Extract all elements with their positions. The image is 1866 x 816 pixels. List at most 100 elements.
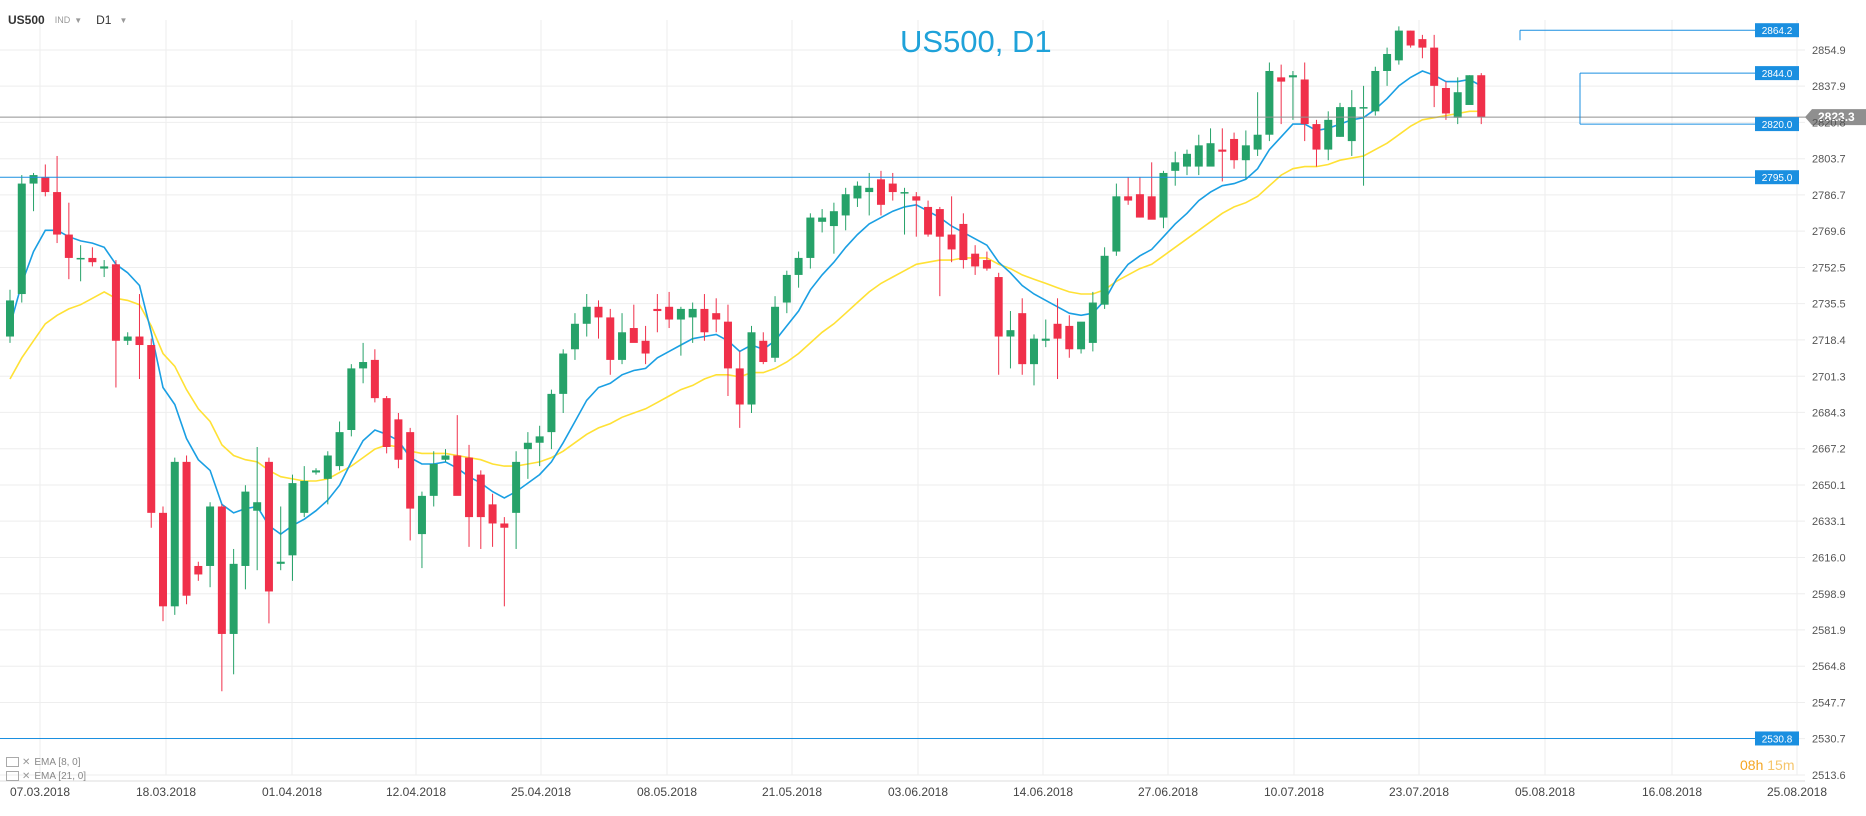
candle[interactable]	[406, 427, 415, 541]
candle[interactable]	[64, 202, 73, 280]
candle[interactable]	[1171, 151, 1180, 186]
close-icon[interactable]: ✕	[22, 771, 31, 782]
candle[interactable]	[1347, 90, 1356, 156]
candle[interactable]	[476, 470, 485, 549]
candle[interactable]	[1018, 298, 1027, 375]
candle[interactable]	[547, 389, 556, 450]
candle[interactable]	[1112, 183, 1121, 256]
candle[interactable]	[1159, 170, 1168, 229]
candle[interactable]	[971, 245, 980, 275]
candle[interactable]	[312, 468, 321, 475]
candle[interactable]	[394, 413, 403, 469]
candle[interactable]	[947, 196, 956, 263]
candle[interactable]	[1453, 77, 1462, 125]
candle[interactable]	[1100, 247, 1109, 309]
candle[interactable]	[41, 164, 50, 197]
candle[interactable]	[1406, 30, 1415, 48]
candle[interactable]	[359, 342, 368, 384]
candle[interactable]	[876, 170, 885, 216]
candle[interactable]	[159, 506, 168, 622]
candle[interactable]	[1230, 132, 1239, 169]
candle[interactable]	[747, 325, 756, 414]
candle[interactable]	[1135, 177, 1144, 218]
candle[interactable]	[959, 213, 968, 269]
candle[interactable]	[76, 245, 85, 282]
candle[interactable]	[488, 493, 497, 547]
candle[interactable]	[606, 308, 615, 375]
close-icon[interactable]: ✕	[22, 757, 31, 768]
timeframe-label[interactable]: D1	[96, 13, 112, 27]
candle[interactable]	[288, 474, 297, 581]
candle[interactable]	[735, 351, 744, 428]
candle[interactable]	[794, 251, 803, 288]
candle[interactable]	[641, 325, 650, 365]
candle[interactable]	[806, 213, 815, 269]
candle[interactable]	[818, 209, 827, 233]
candle[interactable]	[1277, 64, 1286, 125]
candle[interactable]	[382, 396, 391, 454]
candle[interactable]	[912, 192, 921, 237]
candle[interactable]	[111, 260, 120, 388]
candle[interactable]	[135, 294, 144, 380]
candle[interactable]	[1218, 128, 1227, 182]
candle[interactable]	[853, 181, 862, 207]
candle[interactable]	[594, 300, 603, 339]
indicator-settings-icon[interactable]	[6, 757, 19, 768]
candle[interactable]	[688, 302, 697, 343]
candle[interactable]	[347, 364, 356, 437]
candle[interactable]	[829, 202, 838, 254]
candle[interactable]	[206, 502, 215, 588]
candle[interactable]	[1147, 162, 1156, 220]
candle[interactable]	[1383, 47, 1392, 86]
candle[interactable]	[1430, 34, 1439, 108]
candle[interactable]	[618, 313, 627, 365]
candle[interactable]	[771, 296, 780, 363]
candle[interactable]	[429, 451, 438, 507]
candle[interactable]	[1006, 311, 1015, 369]
candle[interactable]	[500, 517, 509, 607]
candle[interactable]	[370, 349, 379, 403]
candle[interactable]	[88, 247, 97, 267]
candle[interactable]	[1477, 73, 1486, 125]
candle[interactable]	[1041, 319, 1050, 348]
candle[interactable]	[1183, 149, 1191, 176]
candle[interactable]	[1194, 134, 1203, 176]
candle[interactable]	[1465, 75, 1474, 105]
candle[interactable]	[1053, 298, 1062, 380]
candle[interactable]	[1312, 119, 1321, 167]
candle[interactable]	[723, 304, 732, 397]
candle[interactable]	[229, 548, 238, 675]
candle[interactable]	[194, 561, 203, 581]
candle[interactable]	[994, 272, 1003, 375]
candle[interactable]	[29, 172, 38, 212]
candle[interactable]	[1441, 81, 1450, 120]
candle[interactable]	[276, 506, 285, 571]
candle[interactable]	[1241, 130, 1250, 180]
indicator-legend-ema-8[interactable]: ✕ EMA [8, 0]	[6, 757, 81, 768]
candle[interactable]	[182, 455, 191, 605]
candle[interactable]	[100, 260, 109, 278]
indicator-settings-icon[interactable]	[6, 771, 19, 782]
candle[interactable]	[147, 338, 156, 528]
candle[interactable]	[700, 294, 709, 341]
candle[interactable]	[6, 289, 14, 343]
symbol-dropdown-icon[interactable]: ▼	[74, 15, 83, 25]
candle[interactable]	[17, 175, 26, 303]
candle[interactable]	[123, 332, 132, 346]
horizontal-levels-layer[interactable]: 2823.3 2864.2 2844.0 2820.0 2795.0 2530.8	[0, 23, 1866, 746]
candle[interactable]	[1418, 34, 1427, 59]
candle[interactable]	[559, 349, 568, 414]
candle[interactable]	[217, 504, 226, 692]
candle[interactable]	[582, 294, 591, 337]
candle[interactable]	[523, 432, 532, 479]
candle[interactable]	[676, 306, 685, 356]
candle[interactable]	[865, 172, 874, 216]
candle[interactable]	[253, 446, 262, 571]
indicator-legend-ema-21[interactable]: ✕ EMA [21, 0]	[6, 771, 86, 782]
candle[interactable]	[1324, 111, 1333, 161]
candle[interactable]	[1265, 62, 1274, 142]
candle[interactable]	[924, 200, 933, 237]
candle[interactable]	[1124, 177, 1133, 205]
candle[interactable]	[453, 415, 462, 496]
candle[interactable]	[53, 155, 62, 244]
